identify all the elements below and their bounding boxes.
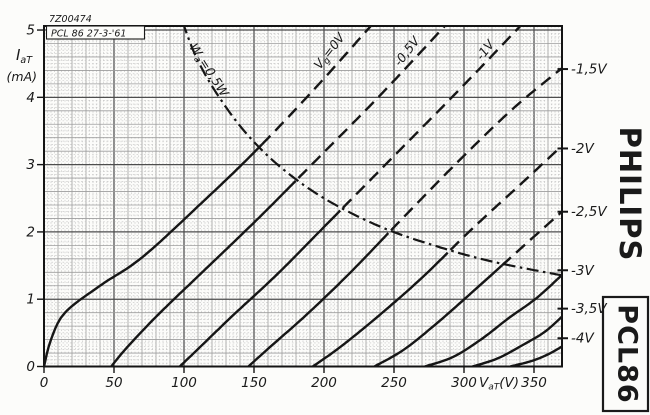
y-axis-unit: (mA) [7,69,37,84]
x-tick-label: 300 [451,375,477,391]
curve-end-label: -3,5V [571,301,608,317]
x-axis-ticks: 0 50 100 150 200 250 300 350 [40,375,547,391]
plot-frame [37,25,563,373]
curve-vg--0.5-v-dashed [297,26,447,179]
curve-vg--2-v-solid [312,251,449,367]
tube-type-label: PCL86 [612,304,643,403]
curve-vg--1-v-dashed [342,26,522,209]
y-tick-label: 2 [26,224,35,240]
x-tick-label: 200 [311,375,337,391]
curve-vg--1.5-v-dashed [390,66,562,232]
type-date-label: PCL 86 27-3-'61 [51,29,126,40]
curve-end-label: -2,5V [571,204,608,220]
y-tick-label: 4 [26,90,35,106]
plot-border [43,25,563,368]
y-tick-label: 0 [26,359,35,375]
y-axis-ticks: 0 1 2 3 4 5 [26,23,35,375]
curve-vg--1.5-v-solid [247,232,390,367]
curve-end-labels: -1,5V -2V -2,5V -3V -3,5V -4V [557,62,608,347]
curve-end-label: -3V [571,263,595,279]
type-date-box [45,25,146,40]
curve-vg--3-v-solid [424,278,559,367]
doc-code: 7Z00474 [49,14,92,25]
curve-vg-0-v-dashed [261,26,373,146]
curve-vg--2-v-dashed [449,144,562,251]
y-tick-label: 1 [26,292,35,308]
curve-vg--2.5-v-solid [373,264,503,367]
tube-type-box [601,295,650,413]
y-axis-title: IaT [16,46,33,66]
curves [44,26,562,367]
curve-vg--2.5-v-dashed [501,210,562,267]
curve-end-label: -2V [571,141,595,157]
curve-vg--4-v [509,345,562,367]
curve-vg--3.5-v [472,315,562,367]
x-tick-label: 0 [40,375,49,391]
curve-end-label: -1,5V [571,62,608,78]
x-tick-label: 250 [381,375,407,391]
curve-vg-0-v-solid [44,143,263,367]
y-tick-label: 3 [26,157,35,173]
x-tick-label: 100 [171,375,197,391]
x-axis-title: VaT(V) [479,375,519,393]
curve-vg--0.5-v-solid [110,180,297,367]
curve-vg--1-v-solid [178,209,342,367]
x-tick-label: 150 [241,375,267,391]
x-tick-label: 50 [105,375,122,391]
curve-wa-0.5-w [182,26,562,277]
curve-end-label: -4V [571,331,595,347]
x-tick-label: 350 [521,375,547,391]
y-tick-label: 5 [26,23,35,39]
philips-logo: PHILIPS [613,127,647,262]
